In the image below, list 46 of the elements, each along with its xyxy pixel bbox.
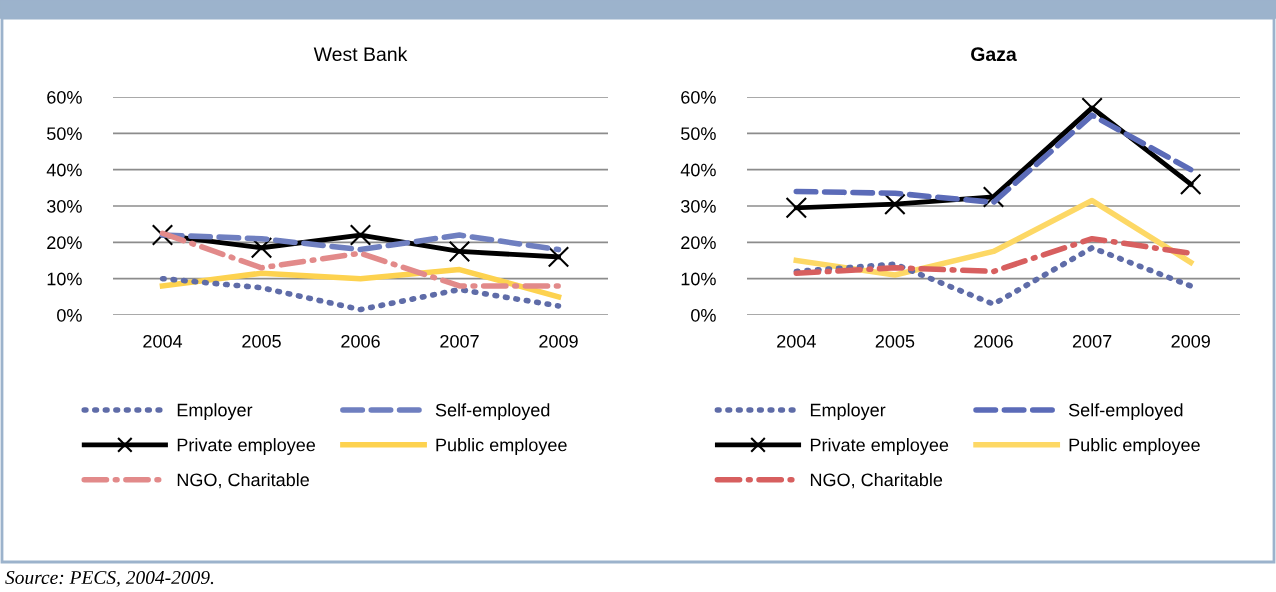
- y-tick-label: 50%: [681, 127, 716, 141]
- y-tick-label: 60%: [681, 90, 716, 104]
- legend-label: Self-employed: [1068, 403, 1183, 421]
- source-note: Source: PECS, 2004-2009.: [5, 570, 214, 587]
- x-tick-label: 2006: [974, 334, 1013, 348]
- point: [448, 240, 471, 263]
- y-tick-label: 60%: [47, 90, 82, 104]
- legend-label: Private employee: [177, 438, 316, 455]
- x-tick-label: 2007: [440, 334, 479, 348]
- y-tick-label: 0%: [691, 308, 716, 322]
- y-tick-label: 30%: [681, 199, 716, 213]
- x-tick-label: 2004: [777, 334, 816, 348]
- y-tick-label: 10%: [681, 272, 716, 286]
- y-tick-label: 40%: [680, 163, 716, 177]
- legend-label: Private employee: [810, 438, 949, 455]
- point: [1081, 97, 1103, 119]
- point: [250, 237, 273, 259]
- x-tick-label: 2009: [539, 334, 578, 348]
- chart-title: West Bank: [313, 46, 408, 62]
- legend-label: Employer: [810, 403, 886, 421]
- y-tick-label: 0%: [57, 308, 82, 322]
- x-tick-label: 2005: [242, 334, 281, 348]
- legend-label: NGO, Charitable: [177, 472, 309, 489]
- chart-title: Gaza: [971, 47, 1017, 62]
- x-tick-label: 2005: [875, 334, 915, 348]
- y-tick-label: 50%: [47, 127, 82, 141]
- legend-label: Public employee: [1069, 438, 1200, 455]
- x-tick-label: 2007: [1072, 334, 1112, 348]
- x-tick-label: 2009: [1171, 334, 1210, 348]
- x-tick-label: 2004: [143, 334, 183, 348]
- point: [785, 197, 808, 219]
- y-tick-label: 20%: [681, 236, 716, 250]
- legend-label: Employer: [177, 403, 253, 421]
- legend-label: Self-employed: [435, 403, 550, 421]
- point: [547, 246, 570, 268]
- legend-label: Public employee: [436, 438, 567, 455]
- y-tick-label: 10%: [47, 272, 82, 286]
- y-tick-label: 30%: [47, 199, 82, 213]
- point: [1179, 173, 1202, 195]
- point: [349, 224, 372, 246]
- y-tick-label: 40%: [46, 163, 82, 177]
- point: [151, 224, 174, 246]
- legend-label: NGO, Charitable: [810, 472, 943, 489]
- x-tick-label: 2006: [341, 334, 380, 348]
- point: [884, 193, 906, 215]
- y-tick-label: 20%: [47, 236, 82, 250]
